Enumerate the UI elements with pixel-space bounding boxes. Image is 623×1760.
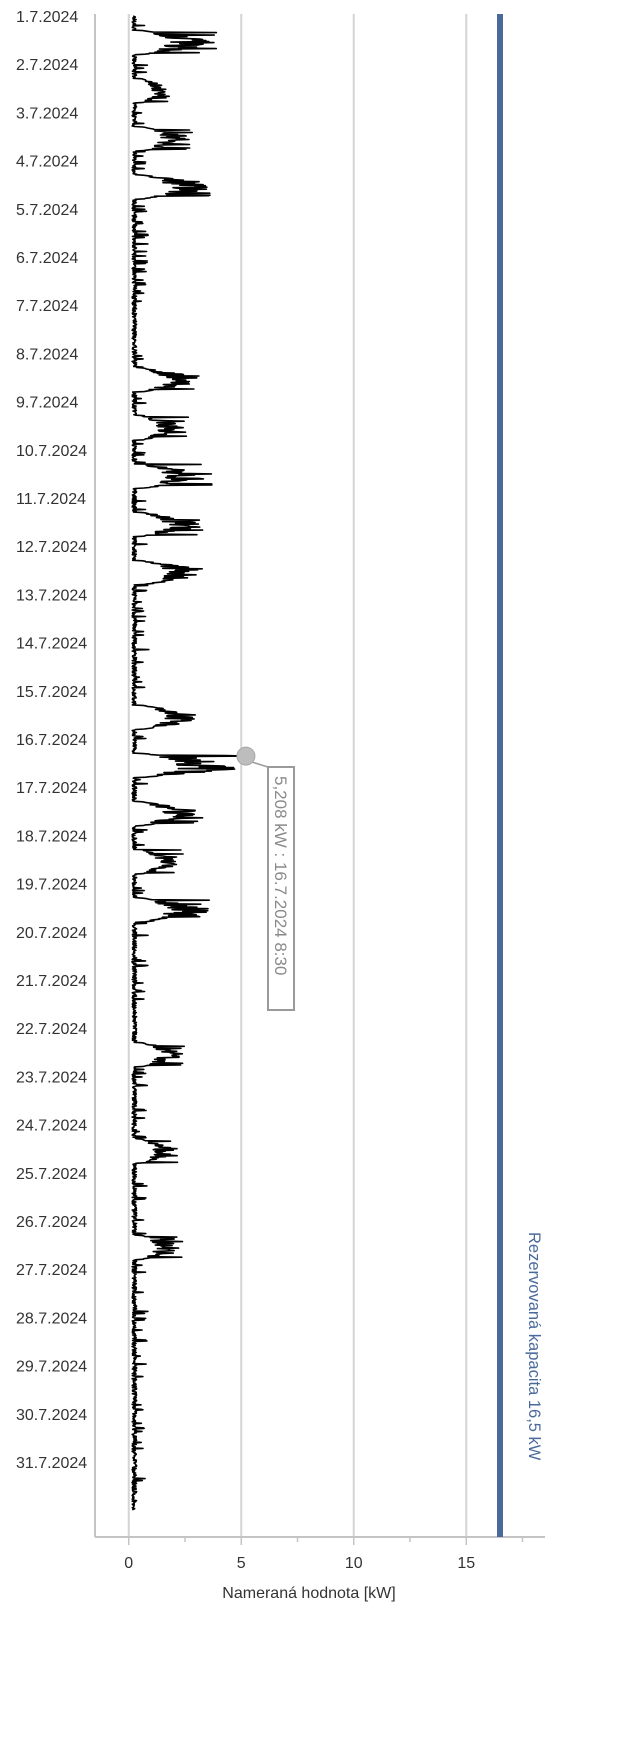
x-tick-label: 15 <box>457 1555 475 1572</box>
date-tick-label: 26.7.2024 <box>16 1214 87 1231</box>
date-tick-label: 2.7.2024 <box>16 57 78 74</box>
date-tick-label: 16.7.2024 <box>16 732 87 749</box>
date-tick-label: 24.7.2024 <box>16 1118 87 1135</box>
date-tick-label: 7.7.2024 <box>16 298 78 315</box>
date-tick-label: 6.7.2024 <box>16 250 78 267</box>
date-tick-label: 14.7.2024 <box>16 636 87 653</box>
date-tick-label: 31.7.2024 <box>16 1455 87 1472</box>
date-tick-label: 23.7.2024 <box>16 1069 87 1086</box>
date-tick-label: 20.7.2024 <box>16 925 87 942</box>
date-tick-label: 4.7.2024 <box>16 154 78 171</box>
date-tick-labels: 1.7.2024 2.7.2024 3.7.2024 4.7.2024 5.7.2024… <box>16 9 87 1472</box>
date-tick-label: 15.7.2024 <box>16 684 87 701</box>
x-tick-label: 10 <box>345 1555 363 1572</box>
reserved-capacity-label: Rezervovaná kapacita 16,5 kW <box>525 1232 543 1461</box>
tooltip: 5,208 kW : 16.7.2024 8:30 <box>236 746 295 1011</box>
date-tick-label: 11.7.2024 <box>16 491 86 508</box>
tooltip-box <box>267 766 295 1011</box>
date-tick-label: 22.7.2024 <box>16 1021 87 1038</box>
date-tick-label: 12.7.2024 <box>16 539 87 556</box>
date-tick-label: 28.7.2024 <box>16 1310 87 1327</box>
value-ticks <box>128 1537 524 1545</box>
date-tick-label: 13.7.2024 <box>16 587 87 604</box>
peak-marker[interactable] <box>236 746 256 766</box>
date-tick-label: 3.7.2024 <box>16 105 78 122</box>
date-tick-label: 29.7.2024 <box>16 1359 87 1376</box>
date-tick-label: 30.7.2024 <box>16 1407 87 1424</box>
date-tick-label: 8.7.2024 <box>16 346 78 363</box>
tooltip-text: 5,208 kW : 16.7.2024 8:30 <box>271 776 290 975</box>
date-tick-label: 18.7.2024 <box>16 828 87 845</box>
date-tick-label: 9.7.2024 <box>16 395 78 412</box>
date-tick-label: 27.7.2024 <box>16 1262 87 1279</box>
x-axis-title: Nameraná hodnota [kW] <box>222 1585 395 1602</box>
date-tick-label: 25.7.2024 <box>16 1166 87 1183</box>
date-tick-label: 21.7.2024 <box>16 973 87 990</box>
date-tick-label: 10.7.2024 <box>16 443 87 460</box>
grid-lines <box>127 14 468 1537</box>
x-tick-label: 5 <box>237 1555 246 1572</box>
date-tick-label: 5.7.2024 <box>16 202 78 219</box>
date-tick-label: 17.7.2024 <box>16 780 87 797</box>
value-tick-labels: 0 5 10 15 <box>124 1555 475 1572</box>
date-tick-label: 1.7.2024 <box>16 9 78 26</box>
tooltip-connector <box>251 761 269 768</box>
series-line <box>131 15 247 1511</box>
x-tick-label: 0 <box>124 1555 133 1572</box>
axes <box>94 14 545 1538</box>
date-tick-label: 19.7.2024 <box>16 877 87 894</box>
